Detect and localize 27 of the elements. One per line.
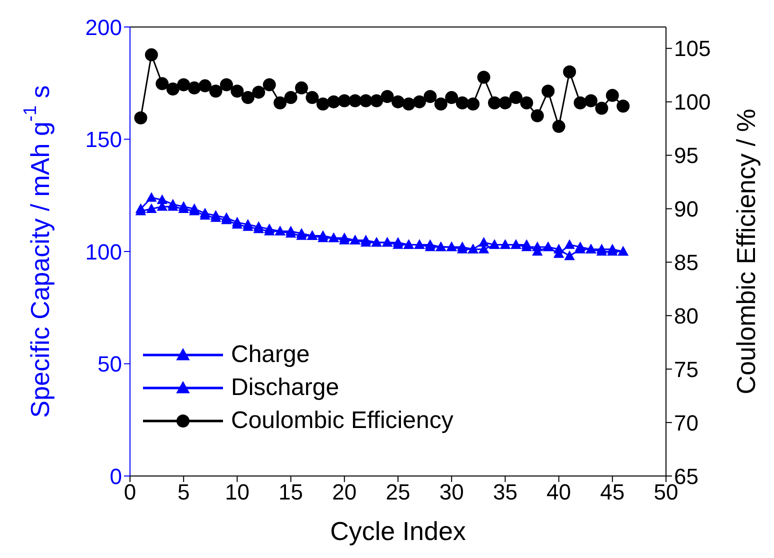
legend-label: Coulombic Efficiency xyxy=(231,406,454,434)
legend-label: Discharge xyxy=(231,374,340,402)
x-tick-label: 15 xyxy=(278,480,304,505)
y2-axis-title: Coulombic Efficiency / % xyxy=(731,108,761,394)
y2-tick-label: 75 xyxy=(674,356,698,382)
y-tick-label: 0 xyxy=(110,464,122,489)
y-tick-label: 100 xyxy=(85,239,122,264)
y-tick-label: 200 xyxy=(85,14,122,40)
x-tick-label: 40 xyxy=(546,480,572,505)
y2-tick-label: 100 xyxy=(674,90,711,115)
y2-tick-label: 105 xyxy=(674,36,711,62)
y2-tick-label: 95 xyxy=(674,143,698,168)
x-tick-label: 20 xyxy=(332,480,357,505)
y2-tick-label: 80 xyxy=(674,303,698,328)
x-tick-label: 10 xyxy=(224,480,250,505)
x-tick-label: 45 xyxy=(600,480,625,505)
y2-tick-label: 70 xyxy=(674,410,698,436)
x-axis-title: Cycle Index xyxy=(330,516,466,546)
x-tick-label: 35 xyxy=(492,480,518,505)
x-tick-label: 5 xyxy=(177,480,190,505)
y-tick-label: 150 xyxy=(85,127,122,152)
x-tick-label: 25 xyxy=(386,480,410,505)
y2-tick-label: 85 xyxy=(674,250,698,275)
y-tick-label: 50 xyxy=(98,352,122,377)
legend-label: Charge xyxy=(231,340,310,368)
y2-tick-label: 90 xyxy=(674,196,698,222)
x-tick-label: 30 xyxy=(439,480,464,505)
